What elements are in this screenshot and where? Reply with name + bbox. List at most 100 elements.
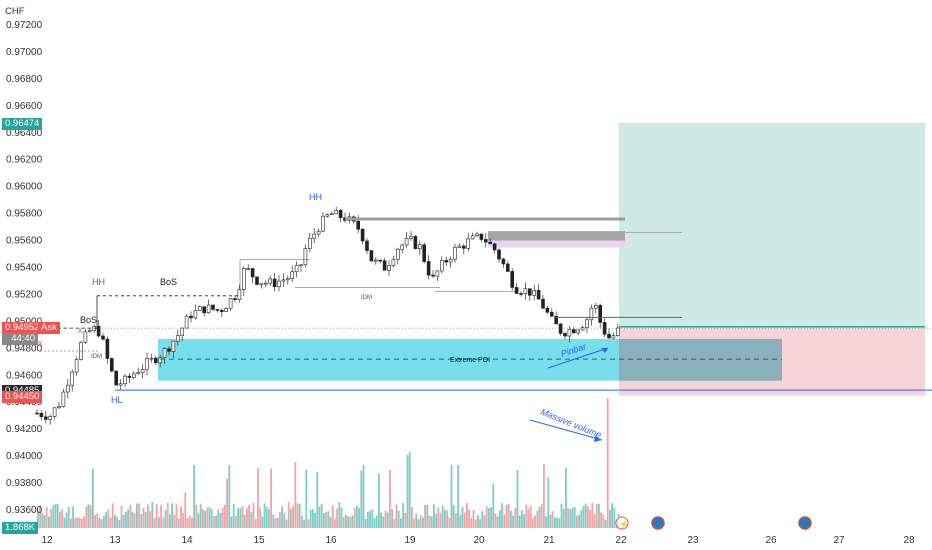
- volume-bar: [224, 504, 226, 528]
- volume-bar: [554, 517, 556, 528]
- volume-bar: [507, 504, 510, 528]
- volume-bar: [338, 502, 341, 528]
- candle-body: [272, 278, 277, 288]
- volume-bar: [400, 518, 402, 528]
- event-flag-icon-1[interactable]: [651, 516, 665, 530]
- volume-bar: [518, 515, 521, 528]
- volume-bar: [268, 509, 270, 528]
- candle-body: [505, 263, 510, 272]
- candle-body: [514, 287, 519, 294]
- candle-body: [105, 338, 110, 359]
- candle-body: [439, 260, 444, 272]
- volume-bar: [235, 515, 237, 528]
- volume-bar: [595, 504, 598, 528]
- candle-body: [255, 276, 259, 285]
- volume-bar: [490, 507, 492, 528]
- candle-body: [593, 305, 598, 309]
- volume-bar: [481, 511, 484, 528]
- volume-bar: [367, 511, 369, 528]
- candle-body: [154, 357, 158, 364]
- volume-bar: [477, 515, 479, 528]
- candle-body: [145, 358, 149, 370]
- volume-bar: [521, 510, 523, 528]
- candle-body: [470, 235, 475, 240]
- volume-bar: [318, 506, 321, 528]
- candle-body: [220, 309, 224, 312]
- candle-body: [149, 357, 154, 360]
- volume-bar: [567, 508, 569, 528]
- candle-body: [563, 333, 567, 337]
- candle-body: [567, 329, 572, 337]
- candle-body: [312, 233, 317, 239]
- volume-bar: [463, 512, 466, 528]
- volume-bar: [129, 504, 132, 528]
- label-bos-1: BoS: [80, 315, 97, 325]
- candle-body: [198, 306, 202, 311]
- flash-event-icon[interactable]: [615, 516, 629, 530]
- volume-bar: [584, 503, 587, 528]
- volume-bar: [312, 509, 314, 528]
- candle-body: [585, 319, 589, 328]
- candle-body: [378, 259, 383, 262]
- volume-bar: [43, 515, 46, 528]
- volume-bar: [151, 502, 154, 528]
- volume-bar: [243, 514, 246, 528]
- volume-bar: [138, 503, 140, 528]
- volume-bar: [118, 519, 121, 528]
- volume-bar: [395, 504, 398, 528]
- volume-bar: [292, 505, 294, 528]
- volume-bar: [105, 512, 107, 528]
- volume-bar: [437, 507, 440, 528]
- y-tick-label: 0.97200: [6, 20, 43, 31]
- volume-bar: [193, 465, 195, 528]
- volume-bar: [415, 513, 418, 528]
- label-bos-2: BoS: [160, 277, 177, 287]
- volume-bar: [488, 508, 490, 528]
- levels-layer: [30, 217, 932, 391]
- volume-bar: [63, 517, 66, 528]
- volume-bar: [142, 507, 145, 528]
- volume-bar: [301, 515, 303, 528]
- volume-bar: [503, 514, 506, 528]
- candle-body: [96, 325, 101, 337]
- volume-bar: [609, 509, 611, 528]
- y-tick-label: 0.93800: [6, 478, 43, 489]
- candle-body: [519, 293, 523, 295]
- volume-bar: [74, 518, 77, 528]
- volume-bar: [67, 506, 70, 528]
- candle-body: [607, 333, 611, 339]
- volume-bar: [173, 514, 176, 528]
- volume-bar: [52, 505, 55, 528]
- x-tick-label: 21: [543, 535, 555, 546]
- candle-body: [492, 243, 497, 251]
- volume-bar: [305, 469, 308, 528]
- candle-body: [404, 237, 409, 246]
- volume-bar: [276, 517, 279, 528]
- volume-bar: [558, 518, 561, 528]
- candle-body: [532, 290, 537, 296]
- label-idm-1: IDM: [91, 354, 102, 360]
- candle-body: [263, 282, 268, 285]
- volume-bar: [516, 470, 519, 528]
- volume-bar: [422, 517, 424, 528]
- candle-body: [571, 329, 576, 334]
- volume-bar: [474, 519, 477, 528]
- volume-bar: [382, 516, 385, 528]
- candle-body: [132, 373, 136, 378]
- event-flag-icon-2[interactable]: [798, 516, 812, 530]
- volume-bar: [195, 504, 198, 528]
- candle-body: [541, 298, 545, 309]
- volume-bar: [78, 517, 81, 528]
- candle-body: [193, 310, 198, 319]
- x-tick-label: 26: [765, 535, 777, 546]
- volume-bar: [94, 515, 96, 528]
- volume-bar: [122, 514, 125, 528]
- candle-body: [391, 259, 396, 266]
- volume-bar: [96, 513, 99, 528]
- volume-arrow-head: [594, 436, 602, 442]
- volume-bar: [208, 507, 211, 528]
- currency-label: CHF: [5, 6, 25, 17]
- volume-bar: [404, 512, 407, 528]
- volume-bar: [239, 508, 242, 528]
